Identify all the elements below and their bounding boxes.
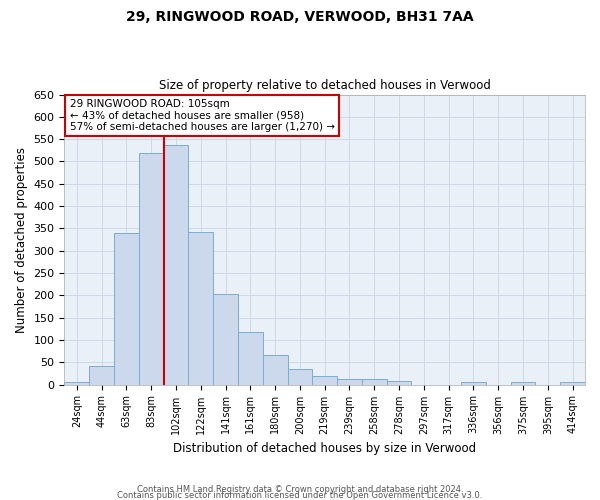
Bar [213,294,238,384]
Bar [511,382,535,384]
Bar [188,232,213,384]
Bar [386,381,412,384]
Bar [64,382,89,384]
Bar [263,354,287,384]
Bar [89,366,114,384]
Y-axis label: Number of detached properties: Number of detached properties [15,146,28,332]
Text: Contains public sector information licensed under the Open Government Licence v3: Contains public sector information licen… [118,490,482,500]
Bar [164,144,188,384]
Text: Contains HM Land Registry data © Crown copyright and database right 2024.: Contains HM Land Registry data © Crown c… [137,484,463,494]
Bar [560,382,585,384]
Bar [238,332,263,384]
Bar [337,379,362,384]
Bar [139,152,164,384]
Bar [287,368,313,384]
Bar [461,382,486,384]
Text: 29, RINGWOOD ROAD, VERWOOD, BH31 7AA: 29, RINGWOOD ROAD, VERWOOD, BH31 7AA [126,10,474,24]
Bar [114,233,139,384]
Bar [362,379,386,384]
Bar [313,376,337,384]
Title: Size of property relative to detached houses in Verwood: Size of property relative to detached ho… [159,79,491,92]
X-axis label: Distribution of detached houses by size in Verwood: Distribution of detached houses by size … [173,442,476,455]
Text: 29 RINGWOOD ROAD: 105sqm
← 43% of detached houses are smaller (958)
57% of semi-: 29 RINGWOOD ROAD: 105sqm ← 43% of detach… [70,99,335,132]
